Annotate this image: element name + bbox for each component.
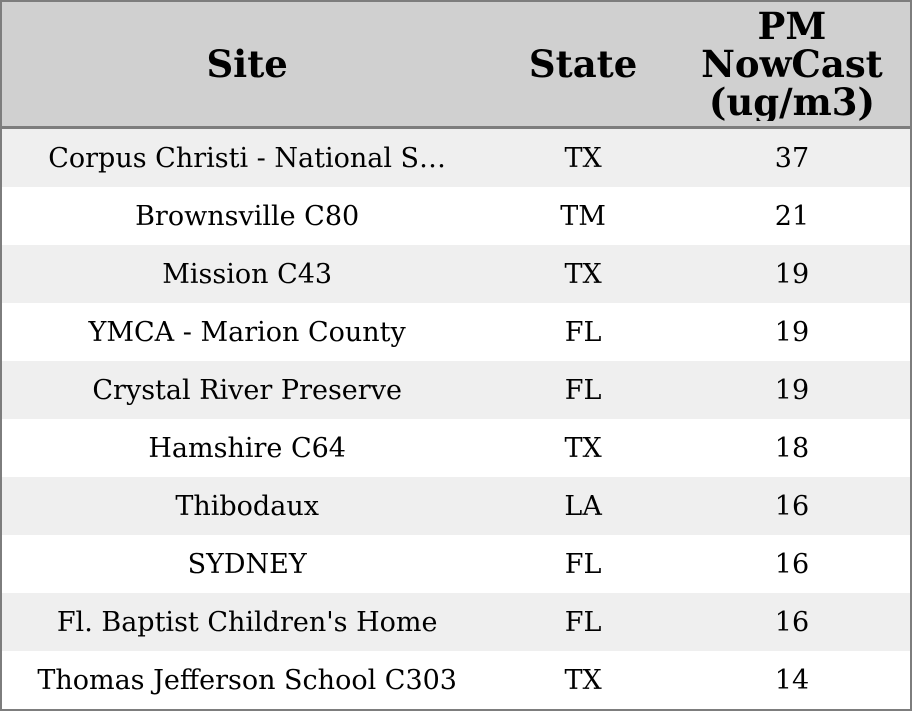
pm-nowcast-cell: 37 xyxy=(674,129,910,187)
pm-nowcast-cell: 21 xyxy=(674,187,910,245)
state-code: TX xyxy=(564,664,602,696)
state-code: FL xyxy=(564,374,602,406)
state-cell: FL xyxy=(492,303,674,361)
pm-nowcast-value: 19 xyxy=(774,374,810,406)
state-code: LA xyxy=(564,490,602,522)
pm-nowcast-cell: 18 xyxy=(674,419,910,477)
table-row: Thibodaux LA 16 xyxy=(2,477,910,535)
pm-nowcast-cell: 19 xyxy=(674,303,910,361)
state-cell: LA xyxy=(492,477,674,535)
site-name: Mission C43 xyxy=(162,258,333,290)
site-cell: Thibodaux xyxy=(2,477,492,535)
column-header-site-label: Site xyxy=(206,45,288,83)
table-row: Mission C43 TX 19 xyxy=(2,245,910,303)
site-cell: Hamshire C64 xyxy=(2,419,492,477)
pm-nowcast-cell: 16 xyxy=(674,535,910,593)
pm-nowcast-value: 21 xyxy=(774,200,810,232)
pm-nowcast-value: 18 xyxy=(774,432,810,464)
state-code: TX xyxy=(564,258,602,290)
pm-nowcast-cell: 16 xyxy=(674,593,910,651)
pm-nowcast-cell: 19 xyxy=(674,361,910,419)
site-name: Thomas Jefferson School C303 xyxy=(37,664,457,696)
table-row: SYDNEY FL 16 xyxy=(2,535,910,593)
column-header-site: Site xyxy=(2,45,492,83)
site-cell: Corpus Christi - National S… xyxy=(2,129,492,187)
table-row: Thomas Jefferson School C303 TX 14 xyxy=(2,651,910,709)
state-code: FL xyxy=(564,548,602,580)
state-code: TX xyxy=(564,432,602,464)
pm-nowcast-cell: 16 xyxy=(674,477,910,535)
site-cell: Brownsville C80 xyxy=(2,187,492,245)
pm-nowcast-cell: 19 xyxy=(674,245,910,303)
pm-nowcast-value: 14 xyxy=(774,664,810,696)
table-row: Brownsville C80 TM 21 xyxy=(2,187,910,245)
column-header-pm-nowcast: PM NowCast (ug/m3) xyxy=(674,7,910,121)
site-name: SYDNEY xyxy=(187,548,307,580)
state-code: FL xyxy=(564,606,602,638)
table-header: Site State PM NowCast (ug/m3) xyxy=(2,2,910,129)
site-cell: YMCA - Marion County xyxy=(2,303,492,361)
state-cell: TX xyxy=(492,129,674,187)
table-row: YMCA - Marion County FL 19 xyxy=(2,303,910,361)
state-code: TX xyxy=(564,142,602,174)
site-name: Crystal River Preserve xyxy=(92,374,402,406)
column-header-pm-nowcast-label: PM NowCast (ug/m3) xyxy=(701,7,883,121)
state-cell: TX xyxy=(492,419,674,477)
pm-nowcast-value: 16 xyxy=(774,548,810,580)
site-cell: Fl. Baptist Children's Home xyxy=(2,593,492,651)
state-cell: FL xyxy=(492,593,674,651)
table-row: Fl. Baptist Children's Home FL 16 xyxy=(2,593,910,651)
site-name: YMCA - Marion County xyxy=(88,316,406,348)
pm-nowcast-value: 16 xyxy=(774,490,810,522)
state-cell: TX xyxy=(492,245,674,303)
column-header-state-label: State xyxy=(528,45,638,83)
site-name: Brownsville C80 xyxy=(135,200,360,232)
state-code: FL xyxy=(564,316,602,348)
site-name: Corpus Christi - National S… xyxy=(48,142,447,174)
pm-nowcast-cell: 14 xyxy=(674,651,910,709)
site-name: Thibodaux xyxy=(175,490,319,522)
site-name: Hamshire C64 xyxy=(148,432,346,464)
site-name: Fl. Baptist Children's Home xyxy=(56,606,438,638)
table-body: Corpus Christi - National S… TX 37 Brown… xyxy=(2,129,910,709)
site-cell: SYDNEY xyxy=(2,535,492,593)
site-cell: Thomas Jefferson School C303 xyxy=(2,651,492,709)
pm-nowcast-value: 19 xyxy=(774,316,810,348)
pm-nowcast-value: 19 xyxy=(774,258,810,290)
site-cell: Mission C43 xyxy=(2,245,492,303)
column-header-state: State xyxy=(492,45,674,83)
state-cell: TM xyxy=(492,187,674,245)
state-cell: FL xyxy=(492,535,674,593)
table-row: Corpus Christi - National S… TX 37 xyxy=(2,129,910,187)
pm-nowcast-value: 16 xyxy=(774,606,810,638)
state-cell: FL xyxy=(492,361,674,419)
table-row: Hamshire C64 TX 18 xyxy=(2,419,910,477)
table-row: Crystal River Preserve FL 19 xyxy=(2,361,910,419)
state-code: TM xyxy=(560,200,606,232)
state-cell: TX xyxy=(492,651,674,709)
pm-nowcast-value: 37 xyxy=(774,142,810,174)
site-cell: Crystal River Preserve xyxy=(2,361,492,419)
